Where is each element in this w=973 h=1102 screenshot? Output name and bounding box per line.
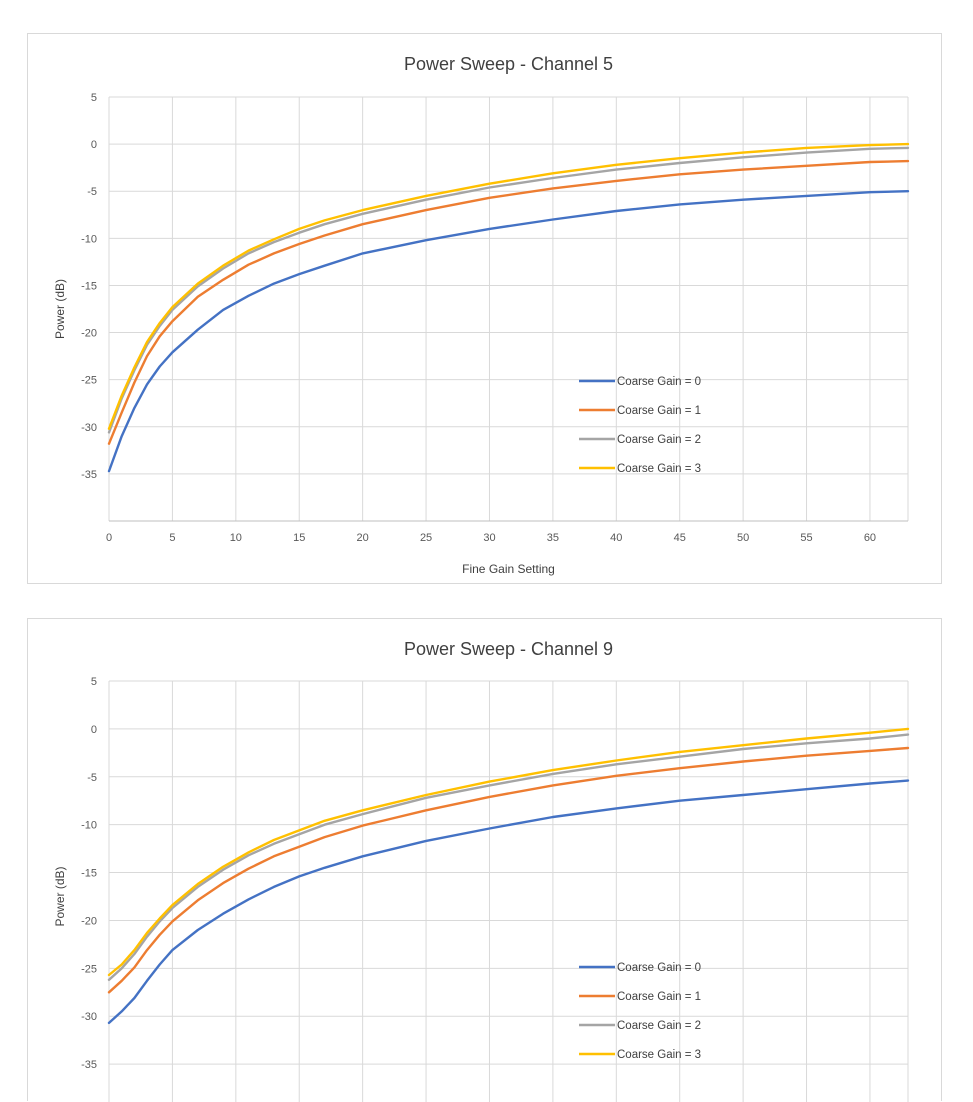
x-tick-label: 50 (737, 532, 749, 544)
x-tick-label: 20 (357, 532, 369, 544)
x-axis-label: Fine Gain Setting (462, 562, 555, 576)
legend-label: Coarse Gain = 2 (617, 1020, 701, 1032)
y-tick-label: -10 (81, 820, 97, 832)
chart-legend: Coarse Gain = 0 Coarse Gain = 1 Coarse Gai… (579, 962, 701, 1061)
y-axis-label: Power (dB) (53, 279, 67, 339)
y-tick-label: -30 (81, 422, 97, 434)
chart-title: Power Sweep - Channel 9 (404, 639, 613, 659)
chart-panel-channel-9: Power Sweep - Channel 9 5 0 -5 -10 -15 -20 -25 -… (27, 618, 942, 1102)
series-line-coarse-gain-1 (107, 746, 910, 994)
legend-label: Coarse Gain = 1 (617, 991, 701, 1003)
y-tick-label: -25 (81, 963, 97, 975)
series-line-coarse-gain-1 (107, 159, 910, 445)
series-line-coarse-gain-3 (107, 727, 910, 977)
legend-label: Coarse Gain = 0 (617, 962, 701, 974)
chart-svg-channel-5: Power Sweep - Channel 550-5-10-15-20-25-… (53, 54, 910, 576)
legend-label: Coarse Gain = 3 (617, 1049, 701, 1061)
y-tick-label: 5 (91, 676, 97, 688)
y-tick-label: -10 (81, 233, 97, 245)
x-tick-label: 60 (864, 532, 876, 544)
y-tick-label: 0 (91, 139, 97, 151)
y-tick-label: 5 (91, 92, 97, 104)
x-tick-label: 35 (547, 532, 559, 544)
y-tick-label: -35 (81, 1059, 97, 1071)
series-line-coarse-gain-2 (107, 146, 910, 434)
x-tick-label: 45 (674, 532, 686, 544)
y-tick-label: -5 (87, 186, 97, 198)
legend-label: Coarse Gain = 3 (617, 463, 701, 475)
x-tick-label: 10 (230, 532, 242, 544)
y-tick-label: -15 (81, 280, 97, 292)
x-tick-label: 0 (106, 532, 112, 544)
x-tick-label: 40 (610, 532, 622, 544)
y-tick-label: -5 (87, 772, 97, 784)
x-tick-label: 55 (800, 532, 812, 544)
y-tick-label: -20 (81, 328, 97, 340)
y-tick-label: -35 (81, 469, 97, 481)
y-tick-label: 0 (91, 724, 97, 736)
series-line-coarse-gain-0 (107, 189, 910, 473)
y-tick-label: -15 (81, 868, 97, 880)
series-line-coarse-gain-0 (107, 779, 910, 1025)
x-tick-label: 15 (293, 532, 305, 544)
x-tick-label: 5 (169, 532, 175, 544)
chart-panel-channel-5: Power Sweep - Channel 5 5 0 -5 -10 -15 -20 -25-… (27, 33, 942, 584)
x-tick-label: 30 (483, 532, 495, 544)
y-tick-label: -30 (81, 1011, 97, 1023)
y-axis-label: Power (dB) (53, 866, 67, 926)
x-tick-label: 25 (420, 532, 432, 544)
chart-svg-channel-9: Power Sweep - Channel 9 5 0 -5 -10 -15 -20 -25 -… (53, 639, 910, 1102)
series-line-coarse-gain-3 (107, 142, 910, 430)
chart-title: Power Sweep - Channel 5 (404, 54, 613, 74)
y-tick-label: -25 (81, 375, 97, 387)
legend-label: Coarse Gain = 2 (617, 434, 701, 446)
legend-label: Coarse Gain = 1 (617, 405, 701, 417)
chart-legend: Coarse Gain = 0 Coarse Gain = 1 Coarse Gai… (579, 376, 701, 475)
legend-label: Coarse Gain = 0 (617, 376, 701, 388)
y-tick-label: -20 (81, 915, 97, 927)
series-line-coarse-gain-2 (107, 733, 910, 981)
